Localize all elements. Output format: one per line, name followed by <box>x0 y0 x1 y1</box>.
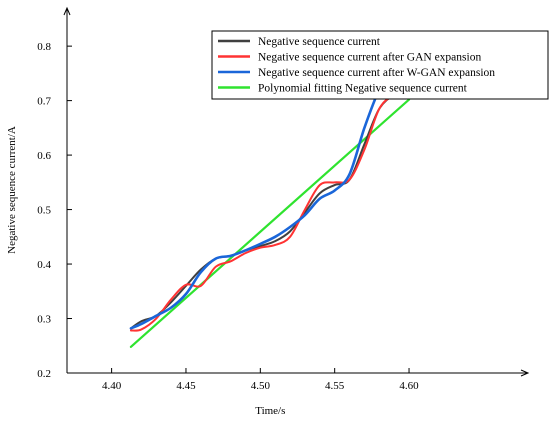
legend-label-2: Negative sequence current after GAN expa… <box>258 52 481 64</box>
legend-label-3: Negative sequence current after W-GAN ex… <box>258 67 495 79</box>
legend-label-4: Polynomial fitting Negative sequence cur… <box>258 83 468 95</box>
y-tick-label: 0.6 <box>37 150 51 162</box>
legend-box <box>211 30 549 100</box>
plot-lines <box>129 50 411 348</box>
x-tick-label: 4.55 <box>325 380 345 392</box>
y-tick-label: 0.7 <box>37 96 51 108</box>
y-tick-label: 0.5 <box>37 205 51 217</box>
axes <box>63 6 530 377</box>
series-line-2 <box>129 89 411 332</box>
legend-label-1: Negative sequence current <box>258 36 381 48</box>
y-tick-label: 0.8 <box>37 41 51 53</box>
y-tick-label: 0.3 <box>37 314 51 326</box>
ticks: 0.2 0.3 0.4 0.5 0.6 0.7 0.8 4.40 4.45 4.50 4.55 4.6… <box>37 41 419 392</box>
y-tick-label: 0.2 <box>37 368 51 380</box>
x-tick-label: 4.60 <box>399 380 419 392</box>
x-axis-arrow <box>520 369 530 377</box>
y-tick-label: 0.4 <box>37 259 51 271</box>
y-axis-arrow <box>63 6 71 16</box>
series-line-3 <box>129 50 411 330</box>
x-tick-label: 4.45 <box>176 380 196 392</box>
series-line-4 <box>129 98 411 348</box>
x-tick-label: 4.40 <box>102 380 122 392</box>
x-tick-label: 4.50 <box>251 380 271 392</box>
y-axis-title: Negative sequence current/A <box>6 126 18 254</box>
legend: Negative sequence current Negative sequen… <box>211 30 549 100</box>
series-line-1 <box>129 89 411 330</box>
x-axis-title: Time/s <box>255 405 285 417</box>
